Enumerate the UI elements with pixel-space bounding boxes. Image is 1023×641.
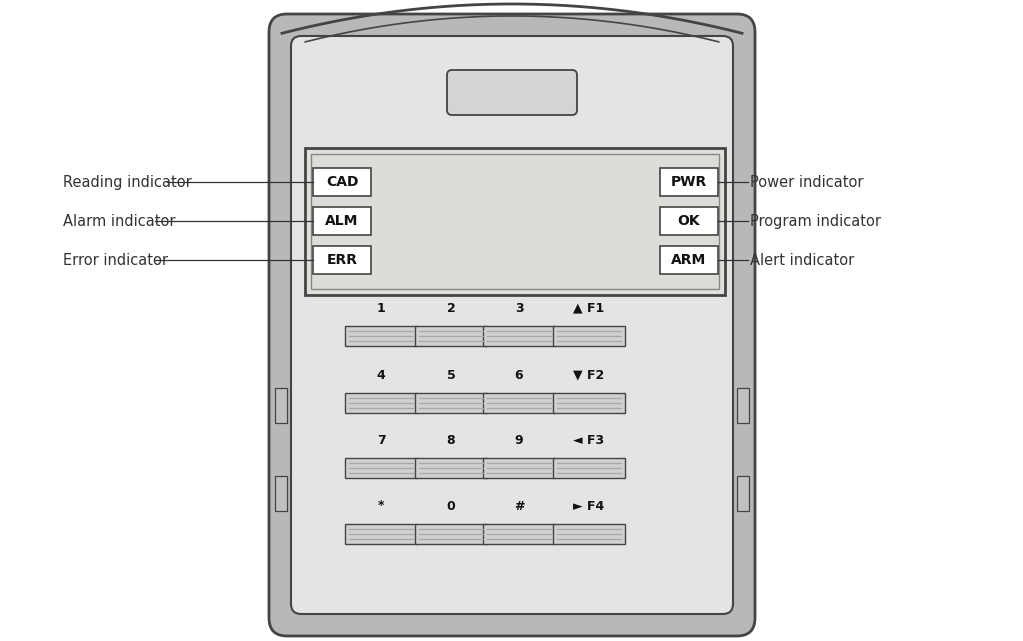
- Bar: [737, 476, 749, 510]
- Bar: [415, 326, 487, 346]
- Text: Alert indicator: Alert indicator: [750, 253, 854, 267]
- Text: ▼ F2: ▼ F2: [573, 369, 605, 381]
- Text: ◄ F3: ◄ F3: [574, 433, 605, 447]
- Text: 9: 9: [515, 433, 524, 447]
- Text: ARM: ARM: [671, 253, 707, 267]
- Text: Alarm indicator: Alarm indicator: [63, 213, 176, 228]
- Text: ▲ F1: ▲ F1: [573, 301, 605, 315]
- Bar: [345, 393, 417, 413]
- Text: *: *: [377, 499, 385, 513]
- Text: 2: 2: [447, 301, 455, 315]
- Text: 8: 8: [447, 433, 455, 447]
- Bar: [345, 524, 417, 544]
- Bar: [311, 154, 719, 289]
- Text: 6: 6: [515, 369, 524, 381]
- Text: Reading indicator: Reading indicator: [63, 174, 191, 190]
- Text: ► F4: ► F4: [573, 499, 605, 513]
- Bar: [345, 326, 417, 346]
- Bar: [313, 168, 371, 196]
- Text: 5: 5: [447, 369, 455, 381]
- Text: Program indicator: Program indicator: [750, 213, 881, 228]
- Text: CAD: CAD: [325, 175, 358, 189]
- Text: Power indicator: Power indicator: [750, 174, 863, 190]
- Bar: [483, 458, 555, 478]
- Text: #: #: [514, 499, 524, 513]
- Bar: [660, 207, 718, 235]
- Bar: [660, 246, 718, 274]
- Bar: [313, 207, 371, 235]
- Bar: [415, 458, 487, 478]
- Bar: [345, 458, 417, 478]
- Bar: [275, 388, 287, 422]
- Bar: [660, 168, 718, 196]
- Bar: [305, 148, 725, 295]
- Text: 3: 3: [515, 301, 524, 315]
- Bar: [737, 388, 749, 422]
- Text: 7: 7: [376, 433, 386, 447]
- Text: PWR: PWR: [671, 175, 707, 189]
- FancyBboxPatch shape: [447, 70, 577, 115]
- Text: OK: OK: [677, 214, 701, 228]
- FancyBboxPatch shape: [269, 14, 755, 636]
- Text: Error indicator: Error indicator: [63, 253, 168, 267]
- FancyBboxPatch shape: [291, 36, 733, 614]
- Bar: [483, 524, 555, 544]
- Bar: [313, 246, 371, 274]
- Bar: [553, 326, 625, 346]
- Text: 4: 4: [376, 369, 386, 381]
- Bar: [483, 326, 555, 346]
- Bar: [415, 393, 487, 413]
- Bar: [275, 476, 287, 510]
- Bar: [483, 393, 555, 413]
- Text: 1: 1: [376, 301, 386, 315]
- Bar: [553, 458, 625, 478]
- Text: ALM: ALM: [325, 214, 359, 228]
- Bar: [553, 393, 625, 413]
- Bar: [553, 524, 625, 544]
- Bar: [415, 524, 487, 544]
- Text: 0: 0: [447, 499, 455, 513]
- Text: ERR: ERR: [326, 253, 357, 267]
